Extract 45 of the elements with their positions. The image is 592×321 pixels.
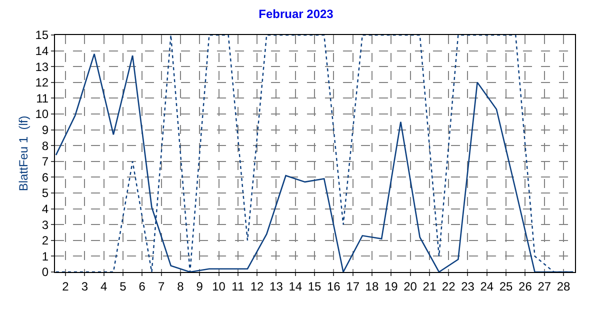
x-tick-label: 21 — [422, 279, 436, 294]
x-tick-label: 19 — [384, 279, 398, 294]
x-tick-label: 18 — [365, 279, 379, 294]
x-tick-label: 13 — [270, 279, 284, 294]
x-tick-label: 16 — [326, 279, 341, 294]
x-tick-label: 11 — [232, 279, 244, 294]
y-tick-label: 6 — [42, 170, 49, 184]
x-tick-label: 15 — [308, 279, 322, 294]
x-tick-label: 6 — [138, 279, 146, 294]
y-tick-label: 14 — [35, 44, 49, 58]
y-tick-label: 7 — [42, 154, 49, 169]
y-tick-label: 9 — [42, 123, 49, 137]
x-tick-label: 22 — [442, 279, 456, 294]
x-tick-label: 26 — [518, 279, 532, 294]
y-tick-label: 4 — [42, 202, 49, 216]
y-tick-label: 5 — [42, 186, 49, 200]
y-tick-label: 11 — [36, 91, 49, 106]
x-tick-label: 9 — [196, 279, 204, 294]
x-tick-label: 27 — [538, 279, 552, 294]
y-tick-label: 0 — [42, 265, 49, 280]
x-tick-label: 28 — [556, 279, 571, 294]
y-tick-label: 12 — [35, 76, 49, 90]
x-tick-label: 3 — [81, 279, 88, 294]
x-tick-label: 20 — [404, 279, 418, 294]
y-tick-label: 2 — [42, 234, 49, 248]
x-tick-label: 17 — [346, 279, 360, 294]
x-tick-label: 23 — [461, 279, 475, 294]
y-tick-label: 13 — [35, 60, 49, 74]
y-tick-label: 1 — [42, 249, 49, 264]
y-axis-title: BlattFeu 1 (lf) — [16, 116, 31, 192]
x-tick-label: 10 — [212, 279, 226, 294]
chart-title: Februar 2023 — [258, 7, 334, 22]
x-tick-label: 24 — [480, 279, 494, 294]
x-tick-label: 8 — [177, 279, 184, 294]
x-tick-label: 14 — [288, 279, 302, 294]
y-tick-label: 15 — [35, 28, 49, 42]
y-tick-label: 10 — [35, 107, 49, 122]
x-tick-label: 25 — [499, 279, 514, 294]
x-tick-label: 12 — [250, 279, 264, 294]
x-tick-label: 7 — [158, 279, 165, 294]
x-tick-label: 2 — [62, 279, 70, 294]
y-tick-label: 3 — [42, 218, 49, 232]
y-tick-label: 8 — [42, 138, 49, 153]
x-tick-label: 4 — [100, 279, 108, 294]
x-tick-label: 5 — [120, 279, 127, 294]
